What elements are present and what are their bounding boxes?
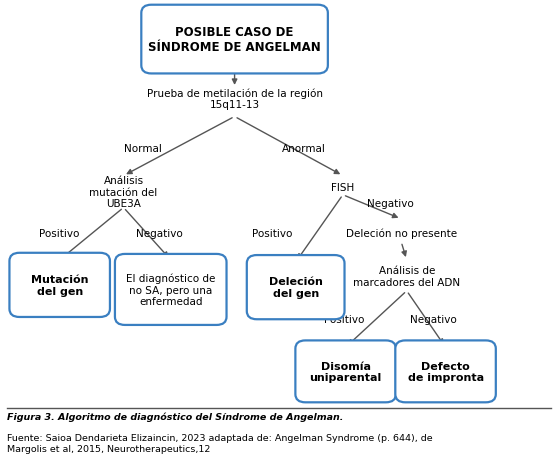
Text: Negativo: Negativo bbox=[410, 314, 457, 325]
Text: El diagnóstico de
no SA, pero una
enfermedad: El diagnóstico de no SA, pero una enferm… bbox=[126, 273, 215, 307]
Text: Análisis de
marcadores del ADN: Análisis de marcadores del ADN bbox=[353, 265, 460, 287]
Text: Negativo: Negativo bbox=[136, 229, 183, 239]
FancyBboxPatch shape bbox=[141, 6, 328, 74]
Text: Análisis
mutación del
UBE3A: Análisis mutación del UBE3A bbox=[89, 176, 158, 209]
FancyBboxPatch shape bbox=[247, 256, 344, 319]
FancyBboxPatch shape bbox=[395, 341, 496, 403]
Text: Disomía
uniparental: Disomía uniparental bbox=[310, 361, 382, 382]
Text: Figura 3. Algoritmo de diagnóstico del Síndrome de Angelman.: Figura 3. Algoritmo de diagnóstico del S… bbox=[7, 412, 343, 421]
FancyBboxPatch shape bbox=[295, 341, 396, 403]
Text: Negativo: Negativo bbox=[367, 198, 413, 208]
FancyBboxPatch shape bbox=[115, 254, 227, 325]
Text: FISH: FISH bbox=[331, 183, 354, 193]
Text: Fuente: Saioa Dendarieta Elizaincin, 2023 adaptada de: Angelman Syndrome (p. 644: Fuente: Saioa Dendarieta Elizaincin, 202… bbox=[7, 433, 432, 453]
Text: Mutación
del gen: Mutación del gen bbox=[31, 274, 88, 296]
Text: Anormal: Anormal bbox=[282, 144, 326, 154]
Text: Positivo: Positivo bbox=[252, 229, 292, 239]
Text: Prueba de metilación de la región
15q11-13: Prueba de metilación de la región 15q11-… bbox=[147, 88, 323, 110]
Text: Defecto
de impronta: Defecto de impronta bbox=[407, 361, 484, 382]
FancyBboxPatch shape bbox=[9, 253, 110, 317]
Text: Normal: Normal bbox=[124, 144, 162, 154]
Text: Deleción no presente: Deleción no presente bbox=[345, 228, 456, 238]
Text: Deleción
del gen: Deleción del gen bbox=[269, 277, 323, 298]
Text: POSIBLE CASO DE
SÍNDROME DE ANGELMAN: POSIBLE CASO DE SÍNDROME DE ANGELMAN bbox=[148, 26, 321, 54]
Text: Positivo: Positivo bbox=[324, 314, 365, 325]
Text: Positivo: Positivo bbox=[40, 229, 80, 239]
